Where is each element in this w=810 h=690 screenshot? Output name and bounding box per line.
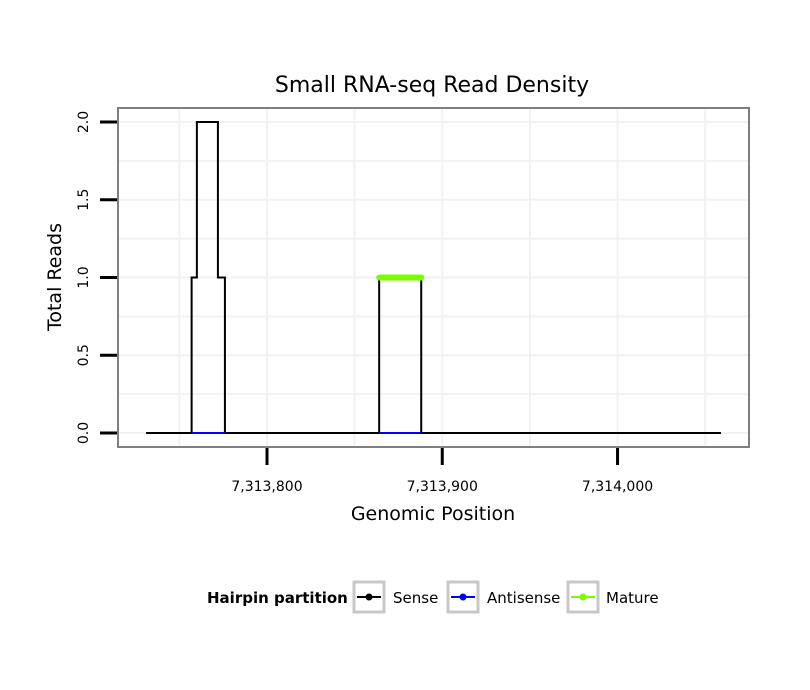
legend: Hairpin partition Sense Antisense Mature [207, 580, 659, 614]
legend-dot-sense [365, 593, 373, 601]
y-tick-label: 2.0 [76, 111, 92, 133]
plot-border [117, 107, 750, 448]
legend-item-sense: Sense [352, 580, 438, 614]
x-axis-ticks: 7,313,800 7,313,900 7,314,000 [231, 448, 653, 495]
y-tick-label: 1.5 [76, 189, 92, 211]
x-axis-title: Genomic Position [351, 503, 515, 525]
legend-dot-mature [579, 593, 587, 601]
legend-item-antisense: Antisense [446, 580, 560, 614]
y-tick-label: 1.0 [76, 266, 92, 288]
y-axis-title: Total Reads [44, 223, 66, 332]
y-tick-label: 0.5 [76, 344, 92, 366]
y-axis-ticks: 0.0 0.5 1.0 1.5 2.0 [76, 111, 117, 444]
legend-item-mature: Mature [566, 580, 659, 614]
legend-dot-antisense [459, 593, 467, 601]
chart-title: Small RNA-seq Read Density [275, 73, 589, 98]
legend-label-antisense: Antisense [487, 589, 560, 607]
x-tick-label: 7,313,800 [231, 479, 302, 495]
data-series [146, 120, 721, 435]
legend-label-mature: Mature [606, 589, 659, 607]
y-tick-label: 0.0 [76, 422, 92, 444]
legend-label-sense: Sense [393, 589, 438, 607]
x-tick-label: 7,313,900 [407, 479, 478, 495]
x-tick-label: 7,314,000 [582, 479, 653, 495]
legend-title: Hairpin partition [207, 589, 348, 607]
grid-lines [118, 108, 749, 447]
